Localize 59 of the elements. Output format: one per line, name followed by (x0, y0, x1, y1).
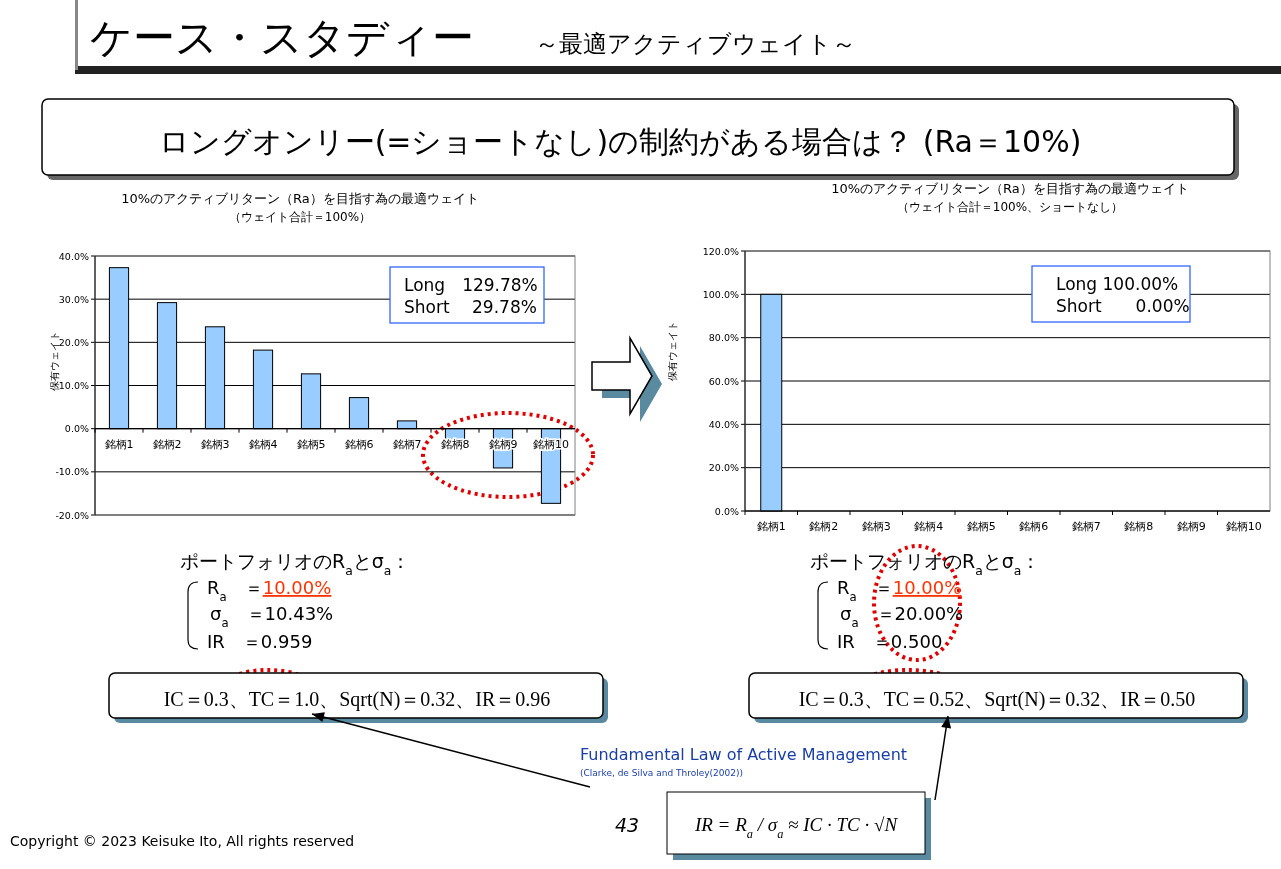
chart-title: 10%のアクティブリターン（Ra）を目指す為の最適ウェイト (831, 181, 1189, 196)
y-tick-label: 100.0% (702, 288, 739, 300)
x-tick-label: 銘柄3 (200, 437, 230, 451)
y-tick-label: 0.0% (714, 505, 739, 517)
y-tick-label: 120.0% (702, 245, 739, 257)
text: ケース・スタディー (90, 13, 474, 62)
y-axis-title: 保有ウェイト (667, 321, 678, 381)
text: ポートフォリオのR$_{a}$とσ$_{a}$： (810, 550, 1041, 578)
text: IR = R$_{a}$ / σ$_{a}$ ≈ IC · TC · √N (693, 814, 899, 841)
x-tick-label: 銘柄3 (861, 520, 891, 533)
y-tick-label: 0.0% (64, 423, 89, 435)
x-tick-label: 銘柄5 (966, 520, 996, 533)
x-tick-label: 銘柄2 (809, 520, 839, 533)
text: Copyright © 2023 Keisuke Ito, All rights reserved (10, 833, 355, 849)
text: ポートフォリオのR$_{a}$とσ$_{a}$： (180, 550, 411, 578)
x-tick-label: 銘柄7 (1071, 520, 1101, 533)
text: IR ＝0.500 (837, 631, 943, 652)
y-tick-label: -20.0% (55, 509, 89, 521)
y-tick-label: 40.0% (708, 418, 739, 430)
annotation: Short 0.00% (1056, 296, 1190, 316)
y-tick-label: 10.0% (58, 380, 89, 391)
chart-title: 10%のアクティブリターン（Ra）を目指す為の最適ウェイト (121, 191, 479, 206)
text: IR ＝0.959 (207, 631, 313, 652)
text: 43 (614, 814, 640, 836)
y-tick-label: 20.0% (58, 336, 89, 348)
chart-subtitle: （ウェイト合計＝100%、ショートなし） (896, 200, 1124, 214)
y-tick-label: 80.0% (708, 332, 739, 344)
annotation: Short 29.78% (404, 297, 537, 317)
y-tick-label: -10.0% (55, 466, 89, 478)
x-tick-label: 銘柄8 (1124, 520, 1154, 533)
text: R$_{a}$ ＝10.00% (207, 577, 332, 604)
x-tick-label: 銘柄5 (296, 437, 326, 451)
x-tick-label: 銘柄1 (104, 437, 134, 451)
text: (Clarke, de Silva and Throley(2002)) (580, 768, 743, 778)
text: σ$_{a}$ ＝10.43% (210, 603, 334, 630)
annotation: Long 100.00% (1056, 274, 1179, 294)
annotation: Long 129.78% (404, 275, 538, 295)
x-tick-label: 銘柄4 (914, 520, 944, 533)
x-tick-label: 銘柄2 (152, 437, 182, 451)
text: σ$_{a}$ ＝20.00% (840, 603, 964, 630)
text: IC＝0.3、TC＝1.0、Sqrt(N)＝0.32、IR＝0.96 (163, 688, 551, 711)
y-axis-title: 保有ウェイト (49, 330, 60, 391)
x-tick-label: 銘柄9 (1176, 520, 1206, 533)
x-tick-label: 銘柄7 (392, 437, 422, 451)
x-tick-label: 銘柄10 (1225, 520, 1262, 533)
text: R$_{a}$ ＝10.00% (837, 577, 962, 604)
y-tick-label: 30.0% (58, 293, 89, 305)
y-tick-label: 60.0% (708, 375, 739, 387)
x-tick-label: 銘柄6 (344, 437, 374, 451)
y-tick-label: 20.0% (708, 462, 739, 474)
text: IC＝0.3、TC＝0.52、Sqrt(N)＝0.32、IR＝0.50 (798, 688, 1196, 711)
x-tick-label: 銘柄4 (248, 437, 278, 451)
text: ロングオンリー(=ショートなし)の制約がある場合は？ (Ra＝10%) (158, 124, 1082, 159)
chart-subtitle: （ウェイト合計＝100%） (228, 210, 372, 224)
y-tick-label: 40.0% (58, 250, 89, 262)
text: Fundamental Law of Active Management (580, 745, 908, 764)
x-tick-label: 銘柄6 (1019, 520, 1049, 533)
x-tick-label: 銘柄1 (756, 520, 786, 533)
text: ～最適アクティブウェイト～ (535, 30, 856, 58)
